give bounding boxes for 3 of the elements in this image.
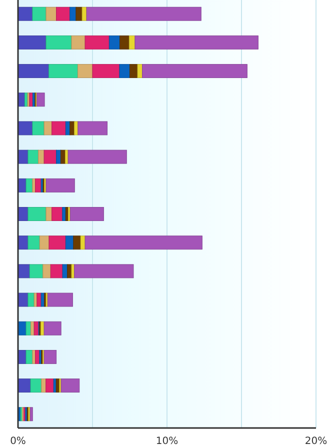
x-tick-label: 20% [304,436,328,447]
x-tick-label: 10% [156,436,178,447]
x-tick-label: 0% [10,436,26,447]
